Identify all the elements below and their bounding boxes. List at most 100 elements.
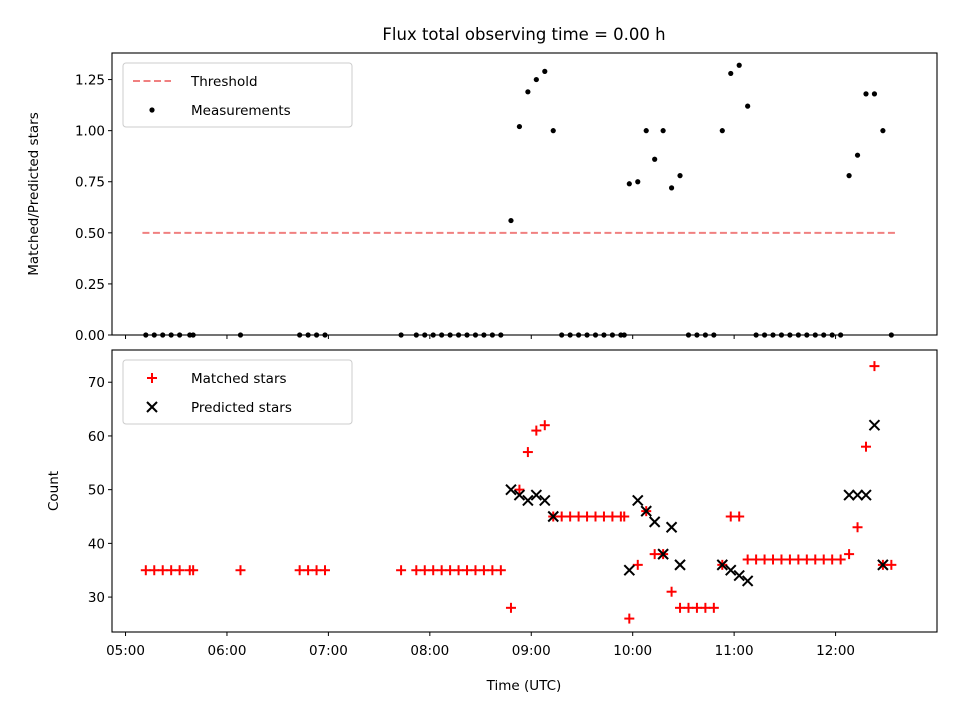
measurement-point bbox=[871, 91, 878, 97]
x-tick-label: 09:00 bbox=[512, 643, 551, 659]
matched-star-point bbox=[188, 565, 199, 576]
top-y-tick-label: 0.25 bbox=[75, 277, 105, 293]
top-legend: Threshold Measurements bbox=[122, 62, 353, 128]
matched-star-point bbox=[573, 511, 584, 522]
matched-star-point bbox=[759, 554, 770, 565]
bottom-y-tick-label: 30 bbox=[88, 590, 105, 606]
x-tick-label: 07:00 bbox=[309, 643, 348, 659]
matched-star-point bbox=[565, 511, 576, 522]
matched-star-point bbox=[793, 554, 804, 565]
predicted-star-point bbox=[547, 510, 559, 523]
matched-star-point bbox=[166, 565, 177, 576]
matched-star-point bbox=[632, 559, 643, 570]
measurement-point bbox=[643, 128, 649, 134]
predicted-star-point bbox=[741, 575, 754, 587]
matched-star-point bbox=[835, 554, 846, 565]
matched-star-point bbox=[708, 602, 719, 613]
matched-star-point bbox=[505, 602, 516, 613]
matched-star-point bbox=[539, 420, 550, 431]
matched-star-point bbox=[411, 565, 422, 576]
matched-star-point bbox=[419, 565, 430, 576]
matched-star-point bbox=[478, 565, 489, 576]
predicted-star-point bbox=[733, 569, 745, 582]
legend-label: Measurements bbox=[191, 103, 291, 119]
x-tick-label: 11:00 bbox=[715, 643, 754, 659]
matched-star-point bbox=[445, 565, 456, 576]
predicted-star-point bbox=[513, 489, 526, 501]
matched-star-point bbox=[428, 565, 439, 576]
legend-label: Predicted stars bbox=[191, 400, 292, 416]
measurement-point bbox=[550, 128, 556, 134]
bottom-y-tick-label: 50 bbox=[88, 483, 105, 499]
matched-star-point bbox=[801, 554, 812, 565]
bottom-x-axis-label: Time (UTC) bbox=[486, 678, 562, 694]
measurement-point bbox=[508, 217, 514, 224]
matched-star-point bbox=[556, 511, 567, 522]
top-plot-panel: 0.00 0.25 0.50 0.75 1.00 1.25 Threshold Measure… bbox=[75, 52, 938, 344]
x-tick-label: 08:00 bbox=[410, 643, 449, 659]
bottom-axes-frame bbox=[111, 349, 938, 633]
matched-star-point bbox=[619, 511, 630, 522]
matched-star-point bbox=[531, 425, 542, 436]
bottom-legend-box bbox=[122, 359, 353, 425]
bottom-y-tick-label: 60 bbox=[88, 429, 105, 445]
x-tick-label: 05:00 bbox=[106, 643, 145, 659]
matched-star-point bbox=[649, 549, 660, 560]
legend-predicted-swatch bbox=[146, 401, 158, 413]
measurement-point bbox=[626, 181, 632, 187]
matched-star-point bbox=[320, 565, 331, 576]
measurement-point bbox=[533, 76, 539, 83]
top-y-tick-label: 1.25 bbox=[75, 73, 105, 89]
matched-star-point bbox=[852, 522, 863, 533]
matched-star-point bbox=[453, 565, 464, 576]
top-chart-title: Flux total observing time = 0.00 h bbox=[382, 25, 665, 44]
measurement-point bbox=[542, 68, 548, 74]
matched-star-point bbox=[436, 565, 447, 576]
matched-star-point bbox=[514, 484, 525, 495]
predicted-star-point bbox=[716, 559, 729, 571]
matched-star-point bbox=[725, 511, 736, 522]
matched-star-point bbox=[311, 565, 322, 576]
predicted-star-point bbox=[522, 494, 534, 507]
top-y-tick-label: 0.50 bbox=[75, 226, 105, 242]
top-y-tick-label: 0.75 bbox=[75, 175, 105, 191]
predicted-star-point bbox=[851, 489, 864, 501]
bottom-legend: Matched stars Predicted stars bbox=[122, 359, 353, 425]
bottom-y-axis-label: Count bbox=[46, 471, 62, 511]
legend-matched-swatch bbox=[147, 373, 157, 383]
predicted-star-point bbox=[725, 564, 737, 576]
predicted-star-point bbox=[860, 489, 872, 501]
matched-star-point bbox=[149, 565, 160, 576]
bottom-plot-panel: 30 40 50 60 70 05:00 06:00 07:00 08:00 09:00 10:00… bbox=[88, 349, 938, 659]
measurement-point bbox=[660, 128, 666, 134]
matched-star-point bbox=[607, 511, 618, 522]
matched-star-point bbox=[691, 602, 702, 613]
top-legend-box bbox=[122, 62, 353, 128]
matched-star-point bbox=[860, 441, 871, 452]
matched-star-point bbox=[666, 586, 677, 597]
top-y-tick-label: 1.00 bbox=[75, 124, 105, 140]
predicted-star-point bbox=[505, 483, 517, 496]
matched-star-point bbox=[700, 602, 711, 613]
legend-label: Threshold bbox=[190, 74, 258, 90]
matched-star-point bbox=[487, 565, 498, 576]
matched-star-point bbox=[776, 554, 787, 565]
matched-star-point bbox=[590, 511, 601, 522]
predicted-star-point bbox=[877, 559, 889, 571]
measurement-point bbox=[719, 128, 725, 134]
bottom-y-tick-label: 70 bbox=[88, 375, 105, 391]
matched-star-point bbox=[522, 447, 533, 458]
predicted-star-point bbox=[623, 564, 636, 576]
measurement-point bbox=[635, 179, 641, 185]
predicted-star-point bbox=[665, 521, 678, 533]
measurement-point bbox=[736, 62, 742, 68]
measurement-point bbox=[516, 123, 523, 130]
predicted-star-point bbox=[843, 489, 855, 501]
measurement-point bbox=[846, 173, 852, 179]
matched-star-point bbox=[886, 559, 897, 570]
matched-star-point bbox=[174, 565, 185, 576]
matched-star-point bbox=[818, 554, 829, 565]
matched-star-point bbox=[495, 565, 506, 576]
measurement-point bbox=[525, 89, 531, 95]
